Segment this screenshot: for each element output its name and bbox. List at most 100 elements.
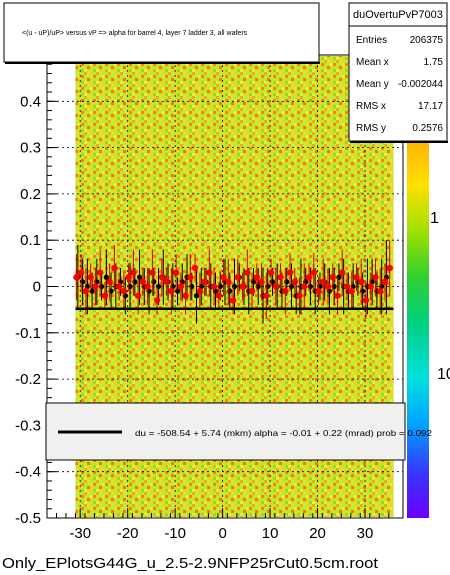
red-marker [92,283,99,290]
red-marker [367,283,374,290]
stats-name: duOvertuPvP7003 [353,9,443,21]
red-marker [206,269,213,276]
red-marker [82,287,90,295]
red-marker [334,292,341,299]
y-tick-label: -0.5 [15,510,41,527]
title-box [3,2,320,63]
stats-rmsy-value: 0.2576 [412,123,443,134]
red-marker [177,283,185,290]
red-marker [339,269,346,276]
red-marker [253,274,261,281]
y-tick-label: 0.2 [20,186,41,203]
red-marker [286,269,294,276]
red-marker [163,278,170,286]
stats-rmsx-value: 17.17 [418,101,443,112]
red-marker [77,269,85,276]
red-marker [320,278,327,286]
red-marker [153,297,161,304]
x-tick-label: 10 [262,525,279,542]
red-marker [172,269,180,276]
black-marker [103,274,109,280]
stats-entries-value: 206375 [410,35,444,46]
y-tick-label: 0.4 [20,93,41,110]
red-marker [291,278,298,286]
red-marker [239,283,246,290]
red-marker [324,283,332,290]
red-marker [225,278,232,286]
stats-meany-label: Mean y [356,79,389,90]
red-marker [139,278,147,286]
red-marker [377,287,384,295]
stats-rmsx-label: RMS x [356,101,386,112]
red-marker [263,292,270,299]
stats-meany-value: -0.002044 [398,79,443,90]
red-marker [315,287,322,295]
red-marker [362,297,370,304]
red-marker [277,274,284,281]
y-tick-label: 0.1 [20,232,41,249]
red-marker [358,278,365,286]
red-marker [258,278,265,286]
y-tick-label: 0.3 [20,140,41,157]
red-marker [296,292,303,299]
red-marker [191,264,199,272]
red-marker [196,287,204,295]
red-marker [267,269,275,276]
red-marker [182,292,189,299]
red-marker [134,292,142,299]
red-marker [301,283,308,290]
red-marker [168,287,175,295]
palette-label-10: 10 [437,366,450,383]
y-tick-label: -0.3 [15,417,41,434]
red-marker [101,292,109,299]
red-marker [87,274,94,281]
palette-label-1: 1 [430,210,439,227]
red-marker [305,274,313,281]
y-tick-label: -0.2 [15,371,41,388]
red-marker [372,274,379,281]
red-marker [158,274,166,281]
stats-rmsy-label: RMS y [356,123,386,134]
red-marker [96,269,104,276]
red-marker [234,274,242,281]
x-tick-label: 20 [309,525,326,542]
red-marker [282,287,289,295]
red-marker [120,287,128,295]
red-marker [201,278,208,286]
red-marker [329,274,336,281]
y-tick-label: 0 [33,279,41,296]
x-tick-label: -20 [117,525,139,542]
red-marker [386,264,393,272]
stats-meanx-value: 1.75 [424,57,444,68]
red-marker [244,269,251,276]
red-marker [343,283,351,290]
red-marker [187,274,194,281]
red-marker [272,283,279,290]
red-marker [210,283,218,290]
red-marker [73,274,80,281]
stats-box [348,2,448,142]
red-marker [111,264,118,272]
x-tick-label: 0 [218,525,226,542]
red-marker [144,283,151,290]
chart-title: <(u - uP)/uP> versus vP => alpha for bar… [22,30,248,37]
color-palette [407,55,429,518]
stats-entries-label: Entries [356,35,387,46]
red-marker [215,292,223,299]
y-tick-label: -0.1 [15,325,41,342]
red-marker [348,287,355,295]
fit-legend-text: du = -508.54 + 5.74 (mkm) alpha = -0.01 … [135,428,432,438]
axis-ticks: -30 -20 -10 0 10 20 30 -0.5 -0.4 -0.3 -0.2 -0.1 0 0.1… [15,63,390,542]
x-tick-label: -30 [69,525,91,542]
red-marker [106,278,113,286]
x-tick-label: 30 [357,525,374,542]
red-marker [353,274,360,281]
red-marker [149,269,156,276]
footer-filename: Only_EPlotsG44G_u_2.5-2.9NFP25rCut0.5cm.… [2,556,378,572]
stats-meanx-label: Mean x [356,57,389,68]
red-marker [248,287,256,295]
red-marker [115,283,123,290]
red-marker [130,269,137,276]
red-marker [229,297,237,304]
